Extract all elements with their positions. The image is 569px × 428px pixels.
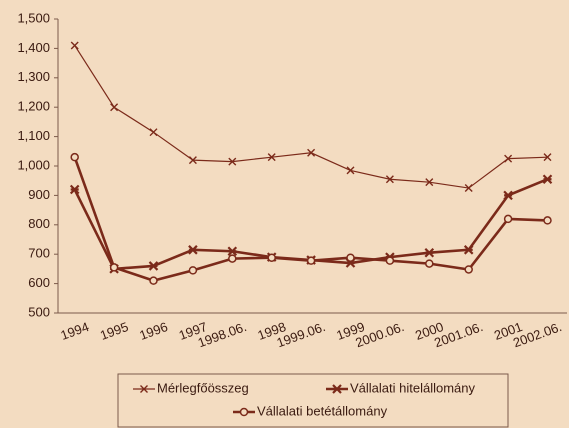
point <box>70 152 79 162</box>
point <box>267 153 276 162</box>
point <box>306 256 316 265</box>
point <box>542 174 553 185</box>
point <box>188 245 198 255</box>
point <box>267 253 276 262</box>
point <box>385 175 394 184</box>
point <box>332 384 342 394</box>
point <box>425 178 434 187</box>
point <box>503 214 513 224</box>
point <box>70 41 79 50</box>
y-tick-label: 500 <box>28 304 50 319</box>
y-tick-label: 1,500 <box>17 10 50 25</box>
y-tick-label: 800 <box>28 216 50 231</box>
point <box>504 154 513 163</box>
point <box>424 247 435 258</box>
point <box>188 266 198 275</box>
y-tick-label: 1,200 <box>17 99 50 114</box>
point <box>464 184 473 193</box>
point <box>148 261 159 271</box>
point <box>307 148 316 157</box>
point <box>110 103 119 112</box>
y-tick-label: 900 <box>28 187 50 202</box>
point <box>149 128 158 137</box>
point <box>346 166 355 175</box>
point <box>464 265 473 274</box>
point <box>503 190 513 201</box>
point <box>149 276 158 285</box>
legend-label: Mérlegfőösszeg <box>157 380 249 395</box>
y-tick-label: 700 <box>28 246 50 261</box>
point <box>346 253 355 262</box>
legend-label: Vállalati betétállomány <box>257 403 388 418</box>
y-tick-label: 1,100 <box>17 128 50 143</box>
point <box>228 254 237 263</box>
point <box>69 184 80 195</box>
y-tick-label: 600 <box>28 275 50 290</box>
point <box>463 245 474 255</box>
point <box>227 246 238 257</box>
y-tick-label: 1,000 <box>17 157 50 172</box>
point <box>140 385 148 393</box>
point <box>109 263 119 272</box>
y-tick-label: 1,300 <box>17 69 50 84</box>
legend-box <box>117 373 509 428</box>
point <box>239 407 249 417</box>
legend-label: Vállalati hitelállomány <box>350 380 476 395</box>
point <box>543 153 552 162</box>
y-tick-label: 1,400 <box>17 40 50 55</box>
point <box>543 216 552 225</box>
point <box>385 256 395 265</box>
point <box>228 157 237 166</box>
point <box>425 259 434 268</box>
point <box>188 156 197 165</box>
